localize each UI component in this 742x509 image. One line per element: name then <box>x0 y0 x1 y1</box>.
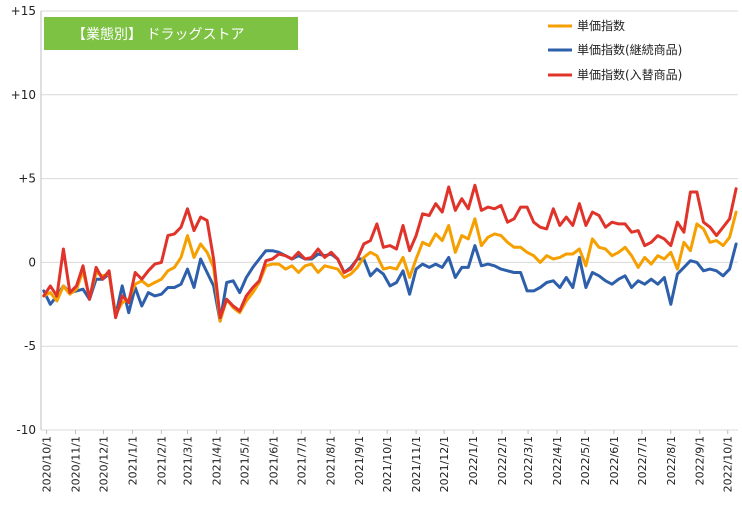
x-tick-label: 2022/5/1 <box>579 436 592 485</box>
x-tick-label: 2021/4/1 <box>210 436 223 485</box>
y-tick-label: +15 <box>11 4 36 18</box>
x-tick-label: 2022/6/1 <box>608 436 621 485</box>
x-tick-label: 2020/10/1 <box>41 436 54 492</box>
series-line-2 <box>42 242 738 323</box>
x-tick-label: 2020/12/1 <box>98 436 111 492</box>
x-axis-tick-labels: 2020/10/1 2020/11/1 2020/12/1 2021/1/1 2021/… <box>41 430 735 492</box>
x-tick-label: 2022/8/1 <box>665 436 678 485</box>
series-line-3 <box>42 183 738 320</box>
y-tick-label: -5 <box>24 339 36 353</box>
legend-label: 単価指数 <box>577 18 625 33</box>
x-tick-label: 2021/9/1 <box>353 436 366 485</box>
x-tick-label: 2021/8/1 <box>324 436 337 485</box>
series-line-1 <box>42 210 738 323</box>
x-tick-label: 2021/5/1 <box>238 436 251 485</box>
legend-label: 単価指数(継続商品) <box>577 42 682 57</box>
x-tick-label: 2021/2/1 <box>155 436 168 485</box>
y-tick-label: -10 <box>16 423 36 437</box>
x-tick-label: 2021/6/1 <box>267 436 280 485</box>
x-tick-label: 2022/3/1 <box>522 436 535 485</box>
x-tick-label: 2022/4/1 <box>551 436 564 485</box>
x-tick-label: 2021/11/1 <box>410 436 423 492</box>
x-tick-label: 2022/2/1 <box>496 436 509 485</box>
x-tick-label: 2022/1/1 <box>467 436 480 485</box>
chart-title-background <box>44 17 298 50</box>
chart-title: 【業態別】 ドラッグストア <box>72 27 244 43</box>
x-tick-label: 2022/10/1 <box>722 436 735 492</box>
x-tick-label: 2021/3/1 <box>181 436 194 485</box>
y-tick-label: 0 <box>28 255 36 269</box>
x-tick-label: 2020/11/1 <box>70 436 83 492</box>
y-tick-label: +5 <box>18 172 36 186</box>
y-axis-tick-labels: +15 +10 +5 0 -5 -10 <box>11 4 36 437</box>
x-tick-label: 2021/1/1 <box>126 436 139 485</box>
chart-series <box>42 183 738 323</box>
y-tick-label: +10 <box>11 88 36 102</box>
x-tick-label: 2021/12/1 <box>438 436 451 492</box>
x-tick-label: 2022/7/1 <box>636 436 649 485</box>
x-tick-label: 2021/7/1 <box>295 436 308 485</box>
x-tick-label: 2022/9/1 <box>694 436 707 485</box>
legend-label: 単価指数(入替商品) <box>577 67 682 82</box>
chart-title-box: 【業態別】 ドラッグストア <box>44 17 298 50</box>
x-tick-label: 2021/10/1 <box>381 436 394 492</box>
